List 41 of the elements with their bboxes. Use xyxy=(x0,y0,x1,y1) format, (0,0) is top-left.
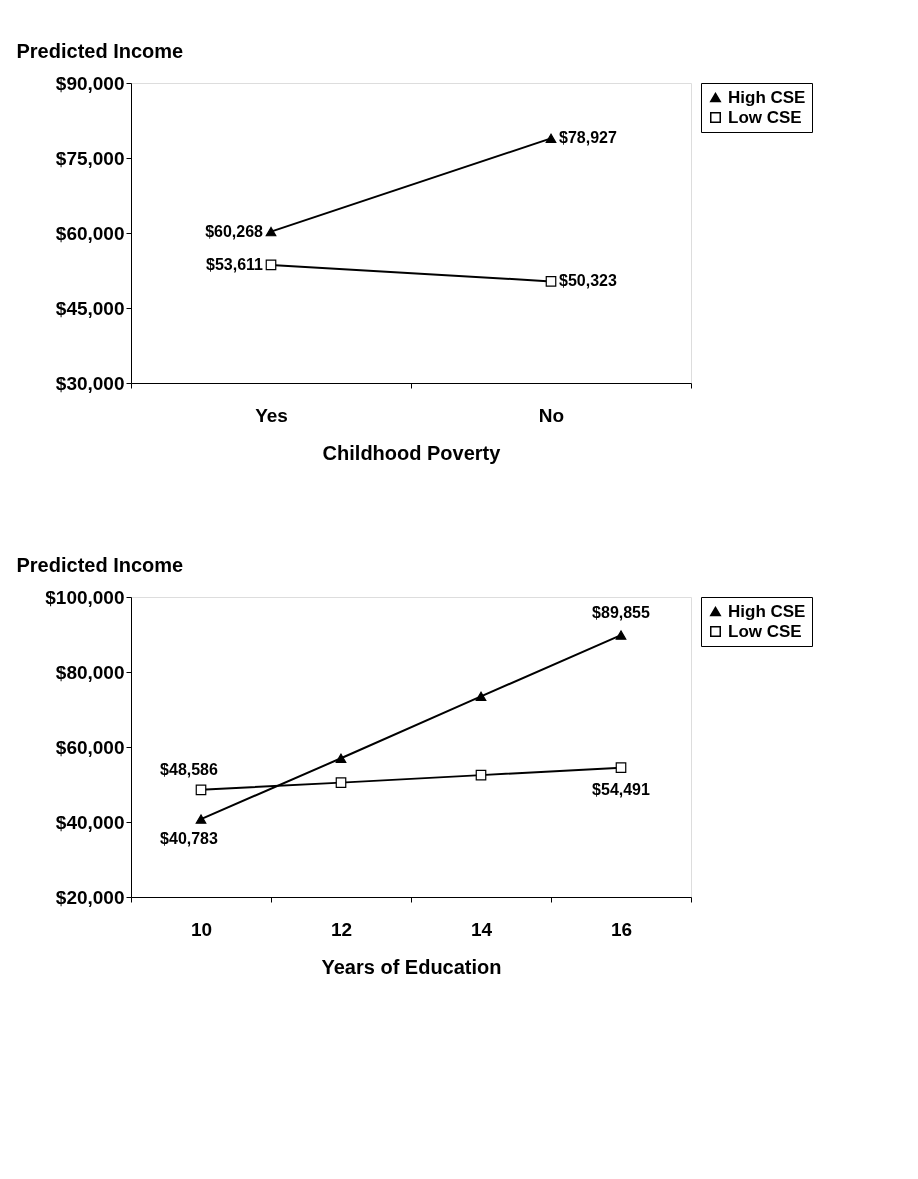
x-tick-label: 16 xyxy=(610,918,633,940)
point xyxy=(475,769,487,781)
data-label: $60,268 xyxy=(205,222,264,240)
point xyxy=(335,777,347,788)
y-tick-label: $40,000 xyxy=(55,811,125,833)
data-label: $89,855 xyxy=(592,604,651,622)
data-label: $78,927 xyxy=(559,129,617,147)
y-tick-label: $30,000 xyxy=(55,372,125,394)
x-axis-title: Childhood Poverty xyxy=(322,441,502,464)
y-tick-label: $60,000 xyxy=(55,736,125,758)
point xyxy=(195,814,207,824)
data-label: $50,323 xyxy=(559,272,617,290)
point xyxy=(335,753,347,763)
legend-label: Low CSE xyxy=(728,621,802,641)
y-tick-label: $60,000 xyxy=(55,222,125,244)
y-tick-label: $20,000 xyxy=(55,886,125,908)
x-tick-label: No xyxy=(538,404,565,426)
point xyxy=(545,276,557,287)
point xyxy=(475,691,487,702)
point xyxy=(615,762,627,773)
x-tick-label: 10 xyxy=(190,918,213,940)
y-axis-title: Predicted Income xyxy=(16,553,184,576)
y-axis-title: Predicted Income xyxy=(16,39,184,62)
legend-label: High CSE xyxy=(728,87,806,107)
data-label: $54,491 xyxy=(592,780,651,798)
data-label: $40,783 xyxy=(160,830,219,848)
data-label: $53,611 xyxy=(206,255,264,273)
x-tick-label: Yes xyxy=(255,404,288,426)
y-tick-label: $100,000 xyxy=(45,586,125,608)
data-label: $48,586 xyxy=(160,760,219,778)
x-tick-label: 14 xyxy=(470,918,493,940)
y-tick-label: $75,000 xyxy=(55,147,125,169)
y-tick-label: $90,000 xyxy=(55,72,125,94)
x-axis-title: Years of Education xyxy=(321,955,502,978)
x-tick-label: 12 xyxy=(330,918,353,940)
legend-label: High CSE xyxy=(728,601,806,621)
point xyxy=(195,784,207,796)
y-tick-label: $80,000 xyxy=(55,661,125,683)
legend-label: Low CSE xyxy=(728,107,802,127)
y-tick-label: $45,000 xyxy=(55,297,125,319)
point xyxy=(615,630,627,640)
